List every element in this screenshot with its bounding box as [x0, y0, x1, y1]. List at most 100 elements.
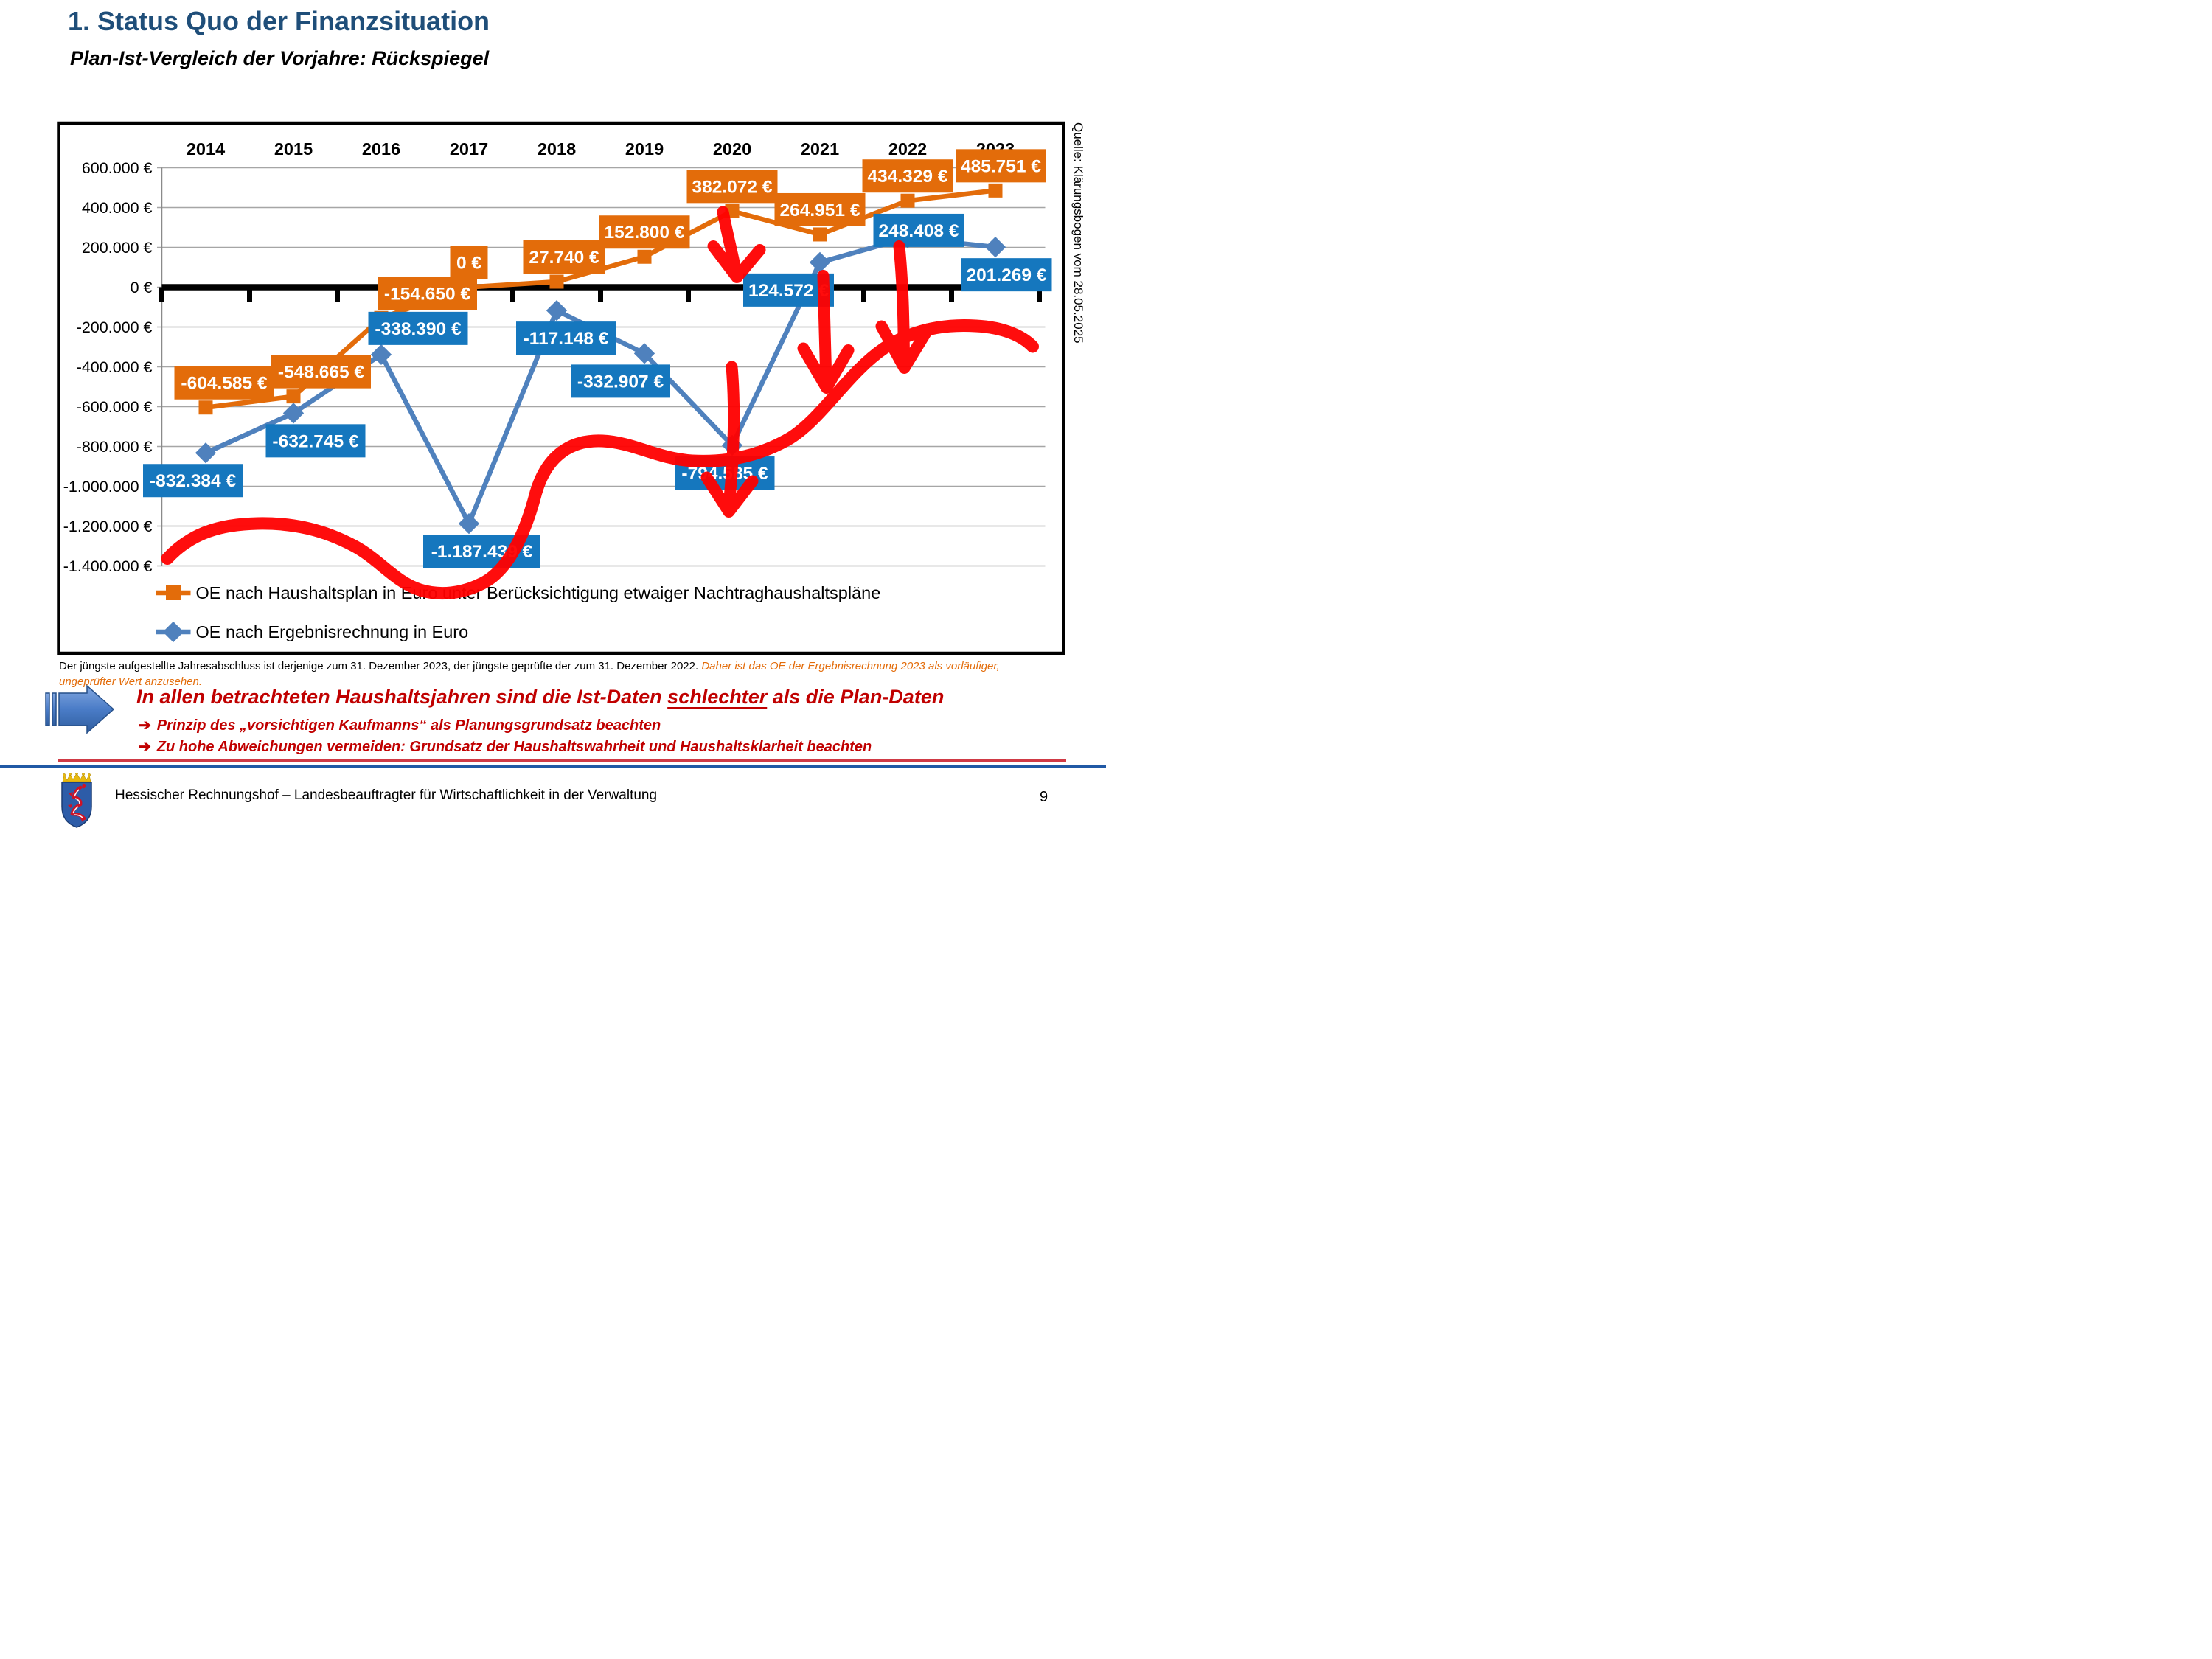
data-label: -154.650 € — [384, 284, 471, 304]
data-label-box — [956, 149, 1046, 183]
data-label: 0 € — [456, 254, 481, 274]
data-point-marker — [195, 442, 217, 464]
data-label-box — [368, 311, 468, 345]
y-axis-tick-label: -1.000.000 € — [63, 478, 153, 495]
x-axis-year-label: 2018 — [538, 139, 576, 159]
footnote-black: Der jüngste aufgestellte Jahresabschluss… — [59, 660, 702, 672]
data-point-marker — [637, 249, 652, 264]
data-label-box — [143, 464, 243, 498]
data-label: -832.384 € — [150, 471, 237, 491]
x-axis-year-label: 2015 — [274, 139, 313, 159]
x-axis-year-label: 2022 — [888, 139, 927, 159]
footnote: Der jüngste aufgestellte Jahresabschluss… — [59, 658, 1051, 690]
x-axis-year-label: 2017 — [450, 139, 488, 159]
footer-text: Hessischer Rechnungshof – Landesbeauftra… — [115, 787, 658, 803]
data-label: 124.572 € — [748, 281, 829, 301]
footnote-orange: Daher ist das OE der Ergebnisrechnung 20… — [59, 660, 1000, 689]
data-label: -548.665 € — [278, 363, 365, 383]
y-axis-tick-label: -1.400.000 € — [63, 557, 153, 575]
data-point-marker — [813, 227, 827, 242]
data-point-marker — [282, 403, 305, 424]
legend-item-ist: OE nach Ergebnisrechnung in Euro — [156, 621, 469, 643]
data-label-box — [523, 240, 605, 274]
data-label-box — [174, 366, 274, 400]
data-label: 152.800 € — [605, 223, 685, 243]
data-point-marker — [809, 251, 831, 274]
data-point-marker — [984, 237, 1006, 258]
arrow-bullet-icon: ➔ — [139, 739, 151, 755]
headline-pre: In allen betrachteten Haushaltsjahren si… — [136, 686, 668, 708]
red-arrow-2022 — [875, 240, 934, 374]
page-title: 1. Status Quo der Finanzsituation — [68, 6, 490, 36]
data-label-box — [961, 258, 1052, 292]
slide: 1. Status Quo der Finanzsituation Plan-I… — [0, 0, 1106, 830]
headline-emphasis: schlechter — [667, 686, 768, 708]
y-axis-tick-label: 0 € — [131, 279, 153, 296]
data-label-box — [450, 246, 488, 279]
red-arrow-2021 — [797, 270, 855, 394]
y-axis-tick-label: -600.000 € — [77, 398, 153, 416]
data-label-box — [774, 192, 866, 226]
data-label: 264.951 € — [780, 201, 860, 220]
y-axis-tick-label: -1.200.000 € — [63, 518, 153, 535]
page-number: 9 — [1040, 789, 1048, 805]
y-axis-tick-label: -400.000 € — [77, 358, 153, 376]
legend-diamond-marker-icon — [162, 621, 184, 643]
data-point-marker — [633, 343, 655, 364]
data-label: -632.745 € — [272, 431, 359, 451]
data-label: 382.072 € — [692, 177, 773, 197]
y-axis-tick-label: -800.000 € — [77, 438, 153, 456]
data-label: 248.408 € — [879, 221, 959, 241]
data-label: -338.390 € — [375, 319, 462, 339]
block-arrow-icon — [45, 684, 115, 734]
x-axis-year-label: 2020 — [713, 139, 751, 159]
red-trend-curve — [161, 319, 1039, 600]
plan-ist-line-chart: 600.000 € 400.000 € 200.000 € 0 € -200.000 €… — [57, 121, 1065, 655]
data-label-box — [686, 170, 778, 204]
data-label: 434.329 € — [868, 167, 948, 187]
data-label: 201.269 € — [967, 265, 1047, 285]
data-label-box — [378, 276, 477, 310]
y-axis-tick-label: 400.000 € — [82, 199, 153, 217]
data-point-marker — [286, 389, 301, 404]
red-arrow-2020-bottom — [700, 361, 759, 518]
data-label-box — [271, 355, 371, 389]
data-label-box — [265, 424, 366, 458]
bullet-1-text: Prinzip des „vorsichtigen Kaufmanns“ als… — [156, 717, 661, 734]
chart-area: 600.000 € 400.000 € 200.000 € 0 € -200.000 €… — [57, 121, 1067, 656]
x-axis-year-label: 2016 — [362, 139, 400, 159]
callout-bullet-2: ➔ Zu hohe Abweichungen vermeiden: Grundsa… — [139, 737, 872, 756]
data-point-marker — [458, 512, 480, 535]
hessen-coat-of-arms-icon — [61, 773, 92, 828]
x-axis-year-label: 2021 — [801, 139, 839, 159]
data-label-box — [862, 159, 953, 193]
red-annotations — [161, 206, 1039, 600]
data-point-marker — [546, 299, 568, 321]
legend-square-marker-icon — [166, 585, 181, 600]
data-point-marker — [549, 274, 564, 289]
arrow-bullet-icon: ➔ — [139, 717, 151, 734]
divider-blue — [0, 765, 1106, 768]
data-point-marker — [370, 344, 392, 366]
data-label: -117.148 € — [524, 329, 609, 349]
legend-label-plan: OE nach Haushaltsplan in Euro unter Berü… — [196, 583, 881, 602]
legend-item-plan: OE nach Haushaltsplan in Euro unter Berü… — [156, 583, 880, 602]
y-axis-tick-label: -200.000 € — [77, 319, 153, 336]
bullet-2-text: Zu hohe Abweichungen vermeiden: Grundsat… — [156, 739, 872, 755]
data-label-box — [516, 321, 616, 355]
data-point-marker — [900, 193, 915, 208]
headline-post: als die Plan-Daten — [767, 686, 945, 708]
data-label: 27.740 € — [529, 248, 599, 268]
chart-legend: OE nach Haushaltsplan in Euro unter Berü… — [156, 583, 880, 643]
data-label: -604.585 € — [181, 374, 268, 394]
red-arrow-2020-top — [707, 206, 766, 283]
y-axis-tick-label: 600.000 € — [82, 159, 153, 177]
y-axis-tick-label: 200.000 € — [82, 239, 153, 257]
data-point-marker — [198, 400, 213, 415]
callout-headline: In allen betrachteten Haushaltsjahren si… — [136, 686, 1051, 709]
data-label-box — [599, 215, 690, 249]
data-label: 485.751 € — [961, 156, 1041, 176]
data-label: -332.907 € — [577, 372, 664, 392]
legend-label-ist: OE nach Ergebnisrechnung in Euro — [196, 622, 469, 641]
divider-red — [58, 759, 1066, 762]
